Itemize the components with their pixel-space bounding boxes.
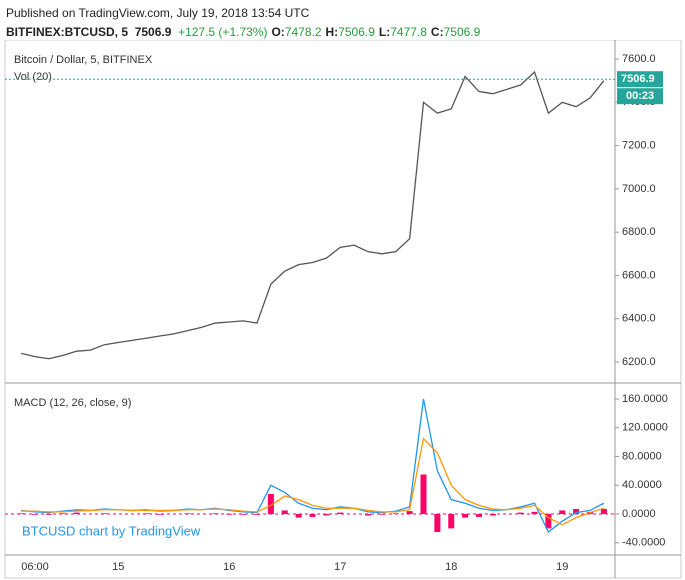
histogram-bar: [420, 474, 427, 515]
x-tick-label: 15: [112, 561, 124, 573]
header: Published on TradingView.com, July 19, 2…: [6, 4, 480, 42]
series-line: [21, 398, 605, 534]
x-tick-label: 19: [556, 561, 568, 573]
ohlc-label: L:: [378, 25, 391, 39]
histogram-bar: [531, 511, 538, 515]
y-tick-label: 40.0000: [622, 479, 662, 491]
histogram-bar: [143, 513, 149, 515]
y-tick-label: 7600.0: [622, 53, 656, 65]
histogram-bar: [434, 514, 441, 532]
y-tick-label: 120.0000: [622, 422, 668, 434]
histogram-bar: [517, 512, 524, 515]
histogram-bar: [489, 514, 496, 516]
y-tick-label: 7000.0: [622, 183, 656, 195]
histogram-bar: [240, 514, 247, 515]
ohlc-label: O:: [271, 25, 285, 39]
y-tick-label: 6400.0: [622, 313, 656, 325]
y-tick-label: 6600.0: [622, 269, 656, 281]
histogram-bar: [573, 508, 580, 515]
histogram-bar: [254, 514, 260, 515]
pane-title: Bitcoin / Dollar, 5, BITFINEX: [14, 54, 153, 66]
histogram-bar: [559, 510, 566, 515]
change: +127.5 (+1.73%): [178, 25, 268, 39]
x-tick-label: 17: [334, 561, 346, 573]
ohlc-label: H:: [325, 25, 339, 39]
histogram-bar: [406, 511, 413, 515]
countdown-tag: [617, 88, 663, 105]
histogram-bar: [323, 514, 330, 516]
ohlc-value: 7477.8: [390, 25, 427, 39]
histogram-bar: [545, 514, 552, 529]
price-tag: [617, 71, 663, 88]
histogram-bar: [600, 508, 607, 515]
ohlc-label: C:: [430, 25, 444, 39]
histogram-bar: [32, 514, 38, 515]
histogram-bar: [365, 514, 371, 516]
ohlc-value: 7506.9: [338, 25, 375, 39]
ohlc-value: 7478.2: [284, 25, 322, 39]
histogram-bar: [226, 514, 233, 515]
histogram-bar: [59, 513, 66, 515]
symbol: BITFINEX:BTCUSD, 5: [6, 25, 129, 39]
y-tick-label: 6800.0: [622, 226, 656, 238]
histogram-bar: [378, 514, 385, 515]
price-tag-label: 7506.9: [621, 73, 655, 85]
countdown: 00:23: [626, 90, 654, 102]
y-tick-label: 6200.0: [622, 356, 656, 368]
frame: [4, 40, 682, 579]
series-line: [21, 437, 605, 526]
series-line: [20, 70, 605, 360]
histogram-bar: [392, 513, 399, 515]
histogram-bar: [73, 512, 80, 515]
histogram-bar: [295, 514, 302, 518]
quote-line: BITFINEX:BTCUSD, 5 7506.9 +127.5 (+1.73%…: [6, 23, 480, 42]
histogram-bar: [45, 514, 52, 515]
macd-title: MACD (12, 26, close, 9): [14, 397, 131, 409]
chart: Bitcoin / Dollar, 5, BITFINEX Vol (20) M…: [4, 40, 682, 579]
x-tick-label: 16: [223, 561, 235, 573]
y-tick-label: 0.0000: [622, 508, 656, 520]
ohlc-value: 7506.9: [443, 25, 481, 39]
histogram-bar: [267, 493, 274, 515]
histogram-bar: [462, 514, 469, 518]
histogram-bar: [18, 513, 25, 515]
watermark: BTCUSD chart by TradingView: [22, 523, 201, 538]
histogram-bar: [448, 514, 455, 529]
histogram-bar: [212, 513, 219, 515]
histogram-bar: [476, 514, 482, 517]
y-tick-label: 160.0000: [622, 393, 668, 405]
y-tick-label: 7200.0: [622, 140, 656, 152]
ohlc: O:7478.2 H:7506.9 L:7477.8 C:7506.9: [267, 25, 480, 39]
histogram-bar: [184, 513, 191, 515]
y-tick-label: -40.0000: [622, 537, 665, 549]
histogram-bar: [281, 510, 288, 515]
published: Published on TradingView.com, July 19, 2…: [6, 6, 310, 20]
pane-subtitle: Vol (20): [14, 71, 52, 83]
x-tick-label: 06:00: [21, 561, 49, 573]
histogram-bar: [309, 514, 316, 517]
last: 7506.9: [134, 25, 172, 39]
histogram-bar: [337, 512, 344, 515]
histogram-bar: [156, 514, 163, 515]
x-tick-label: 18: [445, 561, 457, 573]
y-tick-label: 80.0000: [622, 450, 662, 462]
histogram-bar: [101, 513, 108, 515]
